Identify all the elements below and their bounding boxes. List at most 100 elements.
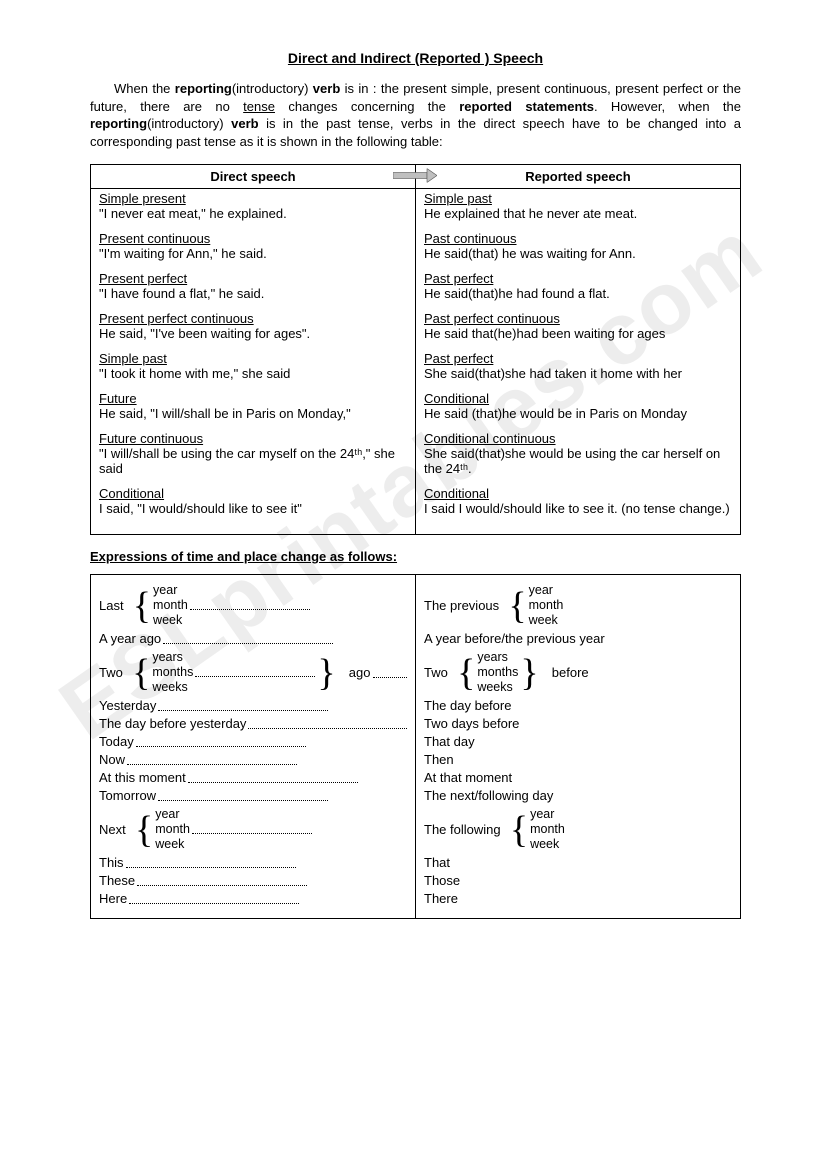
expression-line: A year ago [99,630,407,648]
tense-label: Simple present [99,191,407,206]
expression-text: The day before [424,697,511,715]
intro-text: When the [114,81,175,96]
tense-label: Conditional continuous [424,431,732,446]
brace-item: week [153,613,310,628]
tense-example: He said, "I've been waiting for ages". [99,326,407,341]
expression-line: Tomorrow [99,787,407,805]
arrow-icon [393,168,437,185]
expression-line: Those [424,872,732,890]
expressions-table: Last {yearmonthweekA year agoTwo {yearsm… [90,574,741,919]
expression-line: Now [99,751,407,769]
expression-line: The next/following day [424,787,732,805]
brace-item: month [529,598,564,613]
intro-bold: verb [231,116,258,131]
brace-item: years [477,650,518,665]
dots [188,773,358,783]
expression-text: That [424,854,450,872]
dots [137,876,307,886]
expression-line: That [424,854,732,872]
brace-left-icon: { [131,589,153,623]
expression-text: This [99,854,124,872]
brace-expression: The following {yearmonthweek [424,807,732,852]
tense-label: Conditional [424,391,732,406]
brace-item: month [155,822,312,837]
brace-tail: ago [338,665,371,681]
dots [127,755,297,765]
brace-expression: Next {yearmonthweek [99,807,407,852]
dots [158,701,328,711]
tense-label: Present perfect continuous [99,311,407,326]
tense-label: Future [99,391,407,406]
brace-expression: Two {yearsmonthsweeks} ago [99,650,407,695]
expression-text: That day [424,733,475,751]
tense-label: Conditional [424,486,732,501]
dots [373,668,408,678]
tense-example: "I took it home with me," she said [99,366,407,381]
intro-bold: reporting [90,116,147,131]
expression-line: Today [99,733,407,751]
intro-bold: reporting [175,81,232,96]
expression-text: A year ago [99,630,161,648]
brace-lead: The previous [424,598,506,614]
brace-left-icon: { [455,656,477,690]
expressions-right-cell: The previous {yearmonthweekA year before… [416,575,741,919]
tense-example: "I never eat meat," he explained. [99,206,407,221]
expression-line: These [99,872,407,890]
dots [136,737,306,747]
dots [129,894,299,904]
tense-label: Past perfect [424,271,732,286]
brace-item: months [477,665,518,680]
brace-item: years [152,650,315,665]
brace-expression: The previous {yearmonthweek [424,583,732,628]
brace-item: week [530,837,565,852]
tense-example: I said I would/should like to see it. (n… [424,501,732,516]
reported-speech-cell: Simple pastHe explained that he never at… [416,189,741,535]
dots [248,719,407,729]
brace-expression: Last {yearmonthweek [99,583,407,628]
intro-text: (introductory) [147,116,231,131]
table-header-direct: Direct speech [91,165,416,189]
intro-text: . However, when the [594,99,741,114]
brace-item: week [529,613,564,628]
brace-tail: before [541,665,589,681]
dots [163,634,333,644]
tense-label: Past perfect [424,351,732,366]
tense-label: Conditional [99,486,407,501]
tense-label: Present perfect [99,271,407,286]
tense-example: He said that(he)had been waiting for age… [424,326,732,341]
tense-label: Future continuous [99,431,407,446]
tense-example: She said(that)she would be using the car… [424,446,732,476]
section-subtitle: Expressions of time and place change as … [90,549,741,564]
expression-line: Then [424,751,732,769]
table-header-reported-label: Reported speech [525,169,630,184]
brace-item: year [153,583,310,598]
tense-table: Direct speech Reported speech Simple pre… [90,164,741,535]
tense-example: He explained that he never ate meat. [424,206,732,221]
expression-line: Yesterday [99,697,407,715]
brace-item: year [530,807,565,822]
dots [126,858,296,868]
brace-item: year [155,807,312,822]
expression-text: Today [99,733,134,751]
tense-example: "I will/shall be using the car myself on… [99,446,407,476]
expression-text: At that moment [424,769,512,787]
direct-speech-cell: Simple present"I never eat meat," he exp… [91,189,416,535]
intro-paragraph: When the reporting(introductory) verb is… [90,80,741,150]
expression-line: At this moment [99,769,407,787]
expression-text: The day before yesterday [99,715,246,733]
expression-text: Now [99,751,125,769]
intro-text: (introductory) [232,81,313,96]
tense-label: Simple past [424,191,732,206]
brace-lead: The following [424,822,508,838]
expression-line: The day before [424,697,732,715]
brace-left-icon: { [506,589,528,623]
tense-example: He said (that)he would be in Paris on Mo… [424,406,732,421]
expression-text: There [424,890,458,908]
brace-lead: Last [99,598,131,614]
brace-lead: Two [424,665,455,681]
expression-line: The day before yesterday [99,715,407,733]
expression-text: Two days before [424,715,519,733]
tense-example: I said, "I would/should like to see it" [99,501,407,516]
brace-item: month [153,598,310,613]
tense-example: He said, "I will/shall be in Paris on Mo… [99,406,407,421]
